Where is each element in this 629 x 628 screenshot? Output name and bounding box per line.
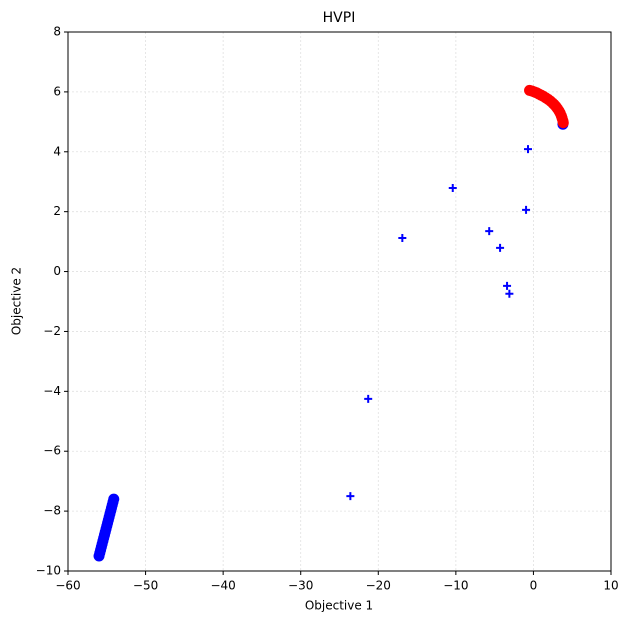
x-tick-label: −10 (443, 579, 468, 593)
plus-marker (485, 227, 494, 236)
plot-frame (67, 31, 612, 572)
plus-marker (448, 184, 457, 193)
plus-marker (364, 394, 373, 403)
y-tick-label: 0 (53, 264, 61, 278)
plus-marker (503, 281, 512, 290)
plus-marker (346, 492, 355, 501)
plus-marker (523, 145, 532, 154)
x-tick-label: −50 (133, 579, 158, 593)
y-axis-label: Objective 2 (10, 267, 24, 335)
plus-marker (505, 289, 514, 298)
point (557, 117, 569, 129)
y-tick-label: 2 (53, 204, 61, 218)
y-tick-label: 6 (53, 84, 61, 98)
y-tick-label: −4 (43, 384, 61, 398)
x-tick-label: −40 (210, 579, 235, 593)
chart-title: HVPI (323, 10, 356, 26)
y-tick-label: 8 (53, 25, 61, 39)
plus-marker (496, 243, 505, 252)
x-axis-label: Objective 1 (305, 599, 373, 613)
point (108, 493, 120, 505)
y-tick-label: −2 (43, 324, 61, 338)
x-tick-label: 0 (530, 579, 538, 593)
y-tick-label: −8 (43, 504, 61, 518)
x-tick-label: 10 (603, 579, 618, 593)
x-tick-label: −20 (366, 579, 391, 593)
x-tick-label: −60 (55, 579, 80, 593)
y-tick-label: −6 (43, 444, 61, 458)
x-tick-label: −30 (288, 579, 313, 593)
plus-marker (522, 205, 531, 214)
y-tick-label: −10 (36, 564, 61, 578)
y-tick-label: 4 (53, 144, 61, 158)
plus-marker (398, 234, 407, 243)
